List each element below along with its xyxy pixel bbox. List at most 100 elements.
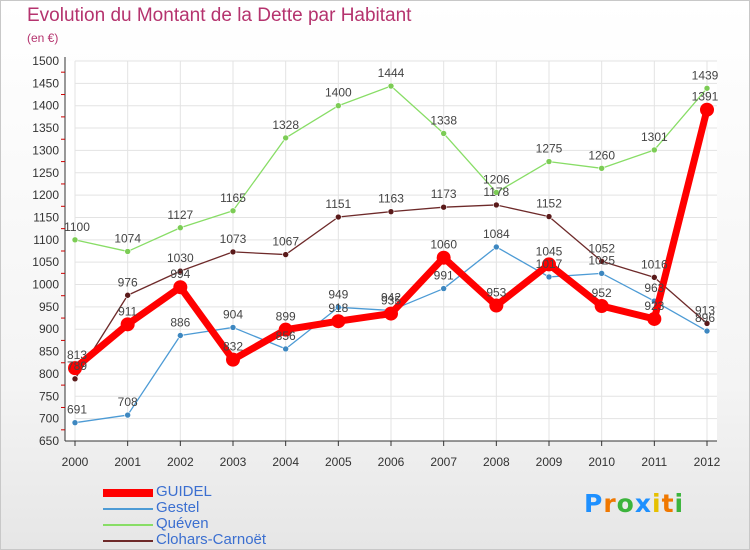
data-point	[71, 375, 79, 383]
y-tick-label: 1050	[32, 255, 59, 269]
data-label: 1060	[430, 238, 457, 252]
x-tick-label: 2000	[62, 455, 89, 469]
x-tick-label: 2001	[114, 455, 141, 469]
data-label: 1073	[220, 232, 247, 246]
data-label: 935	[381, 294, 401, 308]
data-label: 1439	[692, 68, 719, 82]
data-point	[278, 322, 293, 337]
y-tick-label: 1400	[32, 99, 59, 113]
data-point	[335, 102, 342, 110]
y-tick-label: 1000	[32, 278, 59, 292]
data-label: 1173	[431, 187, 457, 201]
data-point	[594, 298, 609, 313]
data-label: 918	[328, 301, 348, 315]
x-tick-label: 2011	[641, 455, 667, 469]
x-tick-label: 2002	[167, 455, 194, 469]
legend-swatch	[103, 489, 153, 497]
data-label: 832	[223, 340, 243, 354]
data-point	[703, 327, 711, 335]
data-point	[68, 361, 82, 376]
data-label: 1163	[378, 192, 404, 206]
legend-label: Quéven	[156, 515, 209, 532]
data-point	[700, 102, 714, 117]
data-label: 1074	[114, 231, 141, 245]
data-point	[387, 82, 395, 90]
data-point	[440, 285, 447, 292]
data-label: 1301	[641, 130, 668, 144]
brand-letter: P	[584, 489, 604, 518]
data-label: 923	[644, 299, 664, 313]
data-point	[229, 324, 237, 331]
data-point	[598, 270, 605, 277]
y-tick-label: 1300	[32, 143, 59, 157]
data-point	[545, 273, 553, 281]
data-point	[436, 250, 451, 265]
data-point	[545, 213, 553, 220]
data-point	[282, 345, 289, 353]
brand-logo: Proxiti	[584, 489, 684, 518]
data-point	[229, 248, 237, 256]
data-label: 1444	[378, 66, 405, 80]
data-point	[331, 314, 346, 329]
data-label: 952	[592, 286, 612, 300]
data-point	[493, 189, 500, 196]
data-point	[120, 317, 135, 332]
data-label: 1151	[325, 197, 351, 211]
x-tick-label: 2003	[220, 455, 247, 469]
brand-letter: i	[652, 489, 662, 518]
data-label: 1127	[167, 208, 193, 222]
y-tick-label: 850	[39, 345, 59, 359]
data-point	[493, 243, 500, 251]
y-tick-label: 900	[39, 322, 59, 336]
y-tick-label: 1450	[32, 76, 59, 90]
brand-letter: o	[616, 489, 635, 518]
y-tick-label: 1150	[33, 210, 59, 224]
data-label: 1017	[536, 257, 563, 271]
y-tick-label: 1100	[33, 233, 59, 247]
data-label: 1338	[430, 113, 457, 127]
y-tick-label: 950	[39, 300, 59, 314]
data-point	[384, 306, 398, 321]
data-label: 913	[695, 303, 715, 317]
data-label: 949	[328, 287, 348, 301]
data-label: 789	[67, 359, 87, 373]
x-tick-label: 2012	[694, 455, 721, 469]
data-point	[647, 311, 662, 326]
y-tick-label: 650	[39, 434, 59, 448]
data-point	[651, 274, 658, 281]
y-tick-label: 1350	[32, 121, 59, 135]
x-tick-label: 2008	[483, 455, 510, 469]
legend-label: Gestel	[156, 499, 200, 516]
data-point	[226, 352, 240, 367]
data-point	[703, 320, 711, 327]
legend-label: GUIDEL	[156, 483, 212, 500]
brand-letter: x	[634, 489, 652, 518]
data-label: 991	[434, 269, 454, 283]
x-tick-label: 2005	[325, 455, 352, 469]
data-point	[173, 280, 188, 295]
data-point	[177, 332, 184, 339]
data-label: 1260	[588, 148, 615, 162]
legend-swatch	[103, 524, 153, 526]
legend-label: Clohars-Carnoët	[156, 531, 267, 548]
data-point	[598, 164, 605, 172]
data-label: 1045	[536, 244, 563, 258]
data-label: 1275	[536, 142, 563, 156]
y-tick-label: 1500	[32, 54, 59, 68]
legend-swatch	[103, 508, 153, 510]
y-tick-label: 700	[39, 412, 59, 426]
data-label: 886	[170, 315, 190, 329]
y-tick-label: 1250	[32, 166, 59, 180]
unit-label: (en €)	[27, 31, 59, 45]
data-label: 994	[170, 267, 190, 281]
data-label: 896	[695, 311, 715, 325]
data-point	[282, 134, 289, 142]
x-tick-label: 2010	[588, 455, 615, 469]
data-point	[598, 257, 605, 265]
brand-letter: t	[661, 489, 675, 518]
y-tick-label: 750	[39, 389, 59, 403]
data-label: 1016	[641, 257, 668, 271]
data-point	[489, 298, 504, 313]
